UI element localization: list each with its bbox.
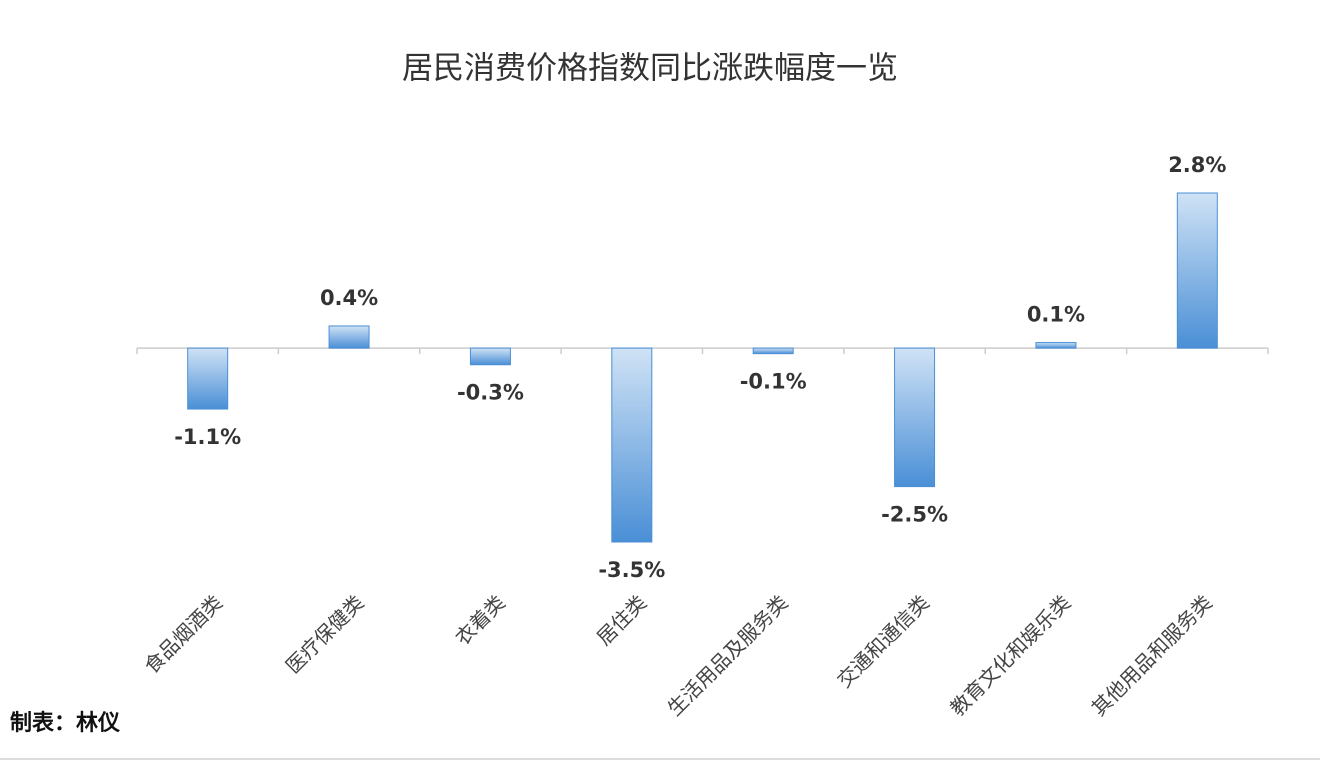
value-label: -3.5% — [598, 558, 665, 582]
bar — [894, 347, 936, 488]
bar — [187, 347, 229, 410]
value-label: -0.3% — [457, 381, 524, 405]
value-label: -0.1% — [740, 370, 807, 394]
chart-title: 居民消费价格指数同比涨跌幅度一览 — [402, 51, 898, 87]
x-tick-label: 交通和通信类 — [832, 590, 934, 692]
value-label: 0.4% — [320, 286, 378, 310]
x-tick-label: 衣着类 — [450, 590, 509, 649]
value-label: 0.1% — [1027, 303, 1085, 327]
x-tick-label: 生活用品及服务类 — [663, 590, 793, 720]
x-tick-label: 居住类 — [592, 590, 651, 649]
x-tick-label: 医疗保健类 — [281, 590, 369, 678]
bar — [1035, 342, 1077, 349]
bar — [328, 325, 370, 349]
x-tick-label: 食品烟酒类 — [139, 590, 227, 678]
value-label: 2.8% — [1168, 153, 1226, 177]
x-tick-label: 其他用品和服务类 — [1087, 590, 1217, 720]
x-tick-label: 教育文化和娱乐类 — [945, 590, 1075, 720]
value-label: -1.1% — [174, 425, 241, 449]
bar — [611, 347, 653, 543]
value-label: -2.5% — [881, 503, 948, 527]
bar — [469, 347, 511, 366]
bar — [752, 347, 794, 355]
bar — [1176, 192, 1218, 349]
footer: 制表：林仪 — [10, 711, 121, 736]
